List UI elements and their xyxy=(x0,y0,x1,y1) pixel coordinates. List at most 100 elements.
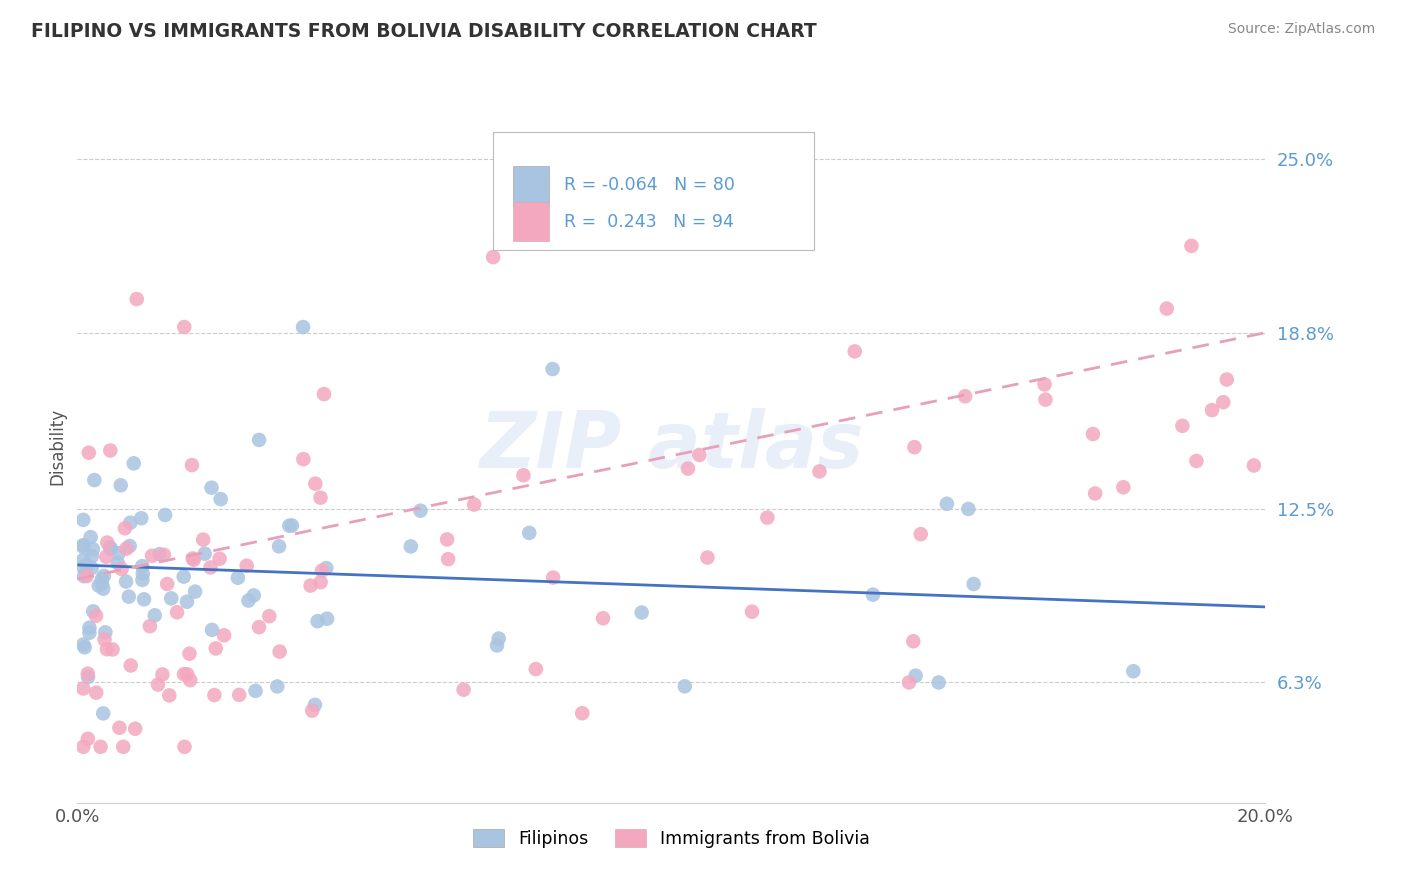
Point xyxy=(131,559,153,574)
Point xyxy=(208,551,231,566)
Point xyxy=(91,582,114,596)
Point xyxy=(592,611,614,625)
Point xyxy=(107,556,129,570)
Point xyxy=(84,686,107,700)
Point xyxy=(77,446,100,460)
Point xyxy=(1084,486,1107,500)
Point xyxy=(315,561,337,575)
Point xyxy=(957,502,980,516)
Point xyxy=(72,638,94,652)
Point xyxy=(1033,377,1056,392)
Point xyxy=(247,433,270,447)
Point xyxy=(228,688,250,702)
Point xyxy=(453,682,475,697)
Point xyxy=(235,558,257,573)
Point xyxy=(204,641,226,656)
Point xyxy=(309,491,332,505)
Point xyxy=(73,640,96,655)
Point xyxy=(156,577,179,591)
Point xyxy=(148,547,170,561)
Point xyxy=(676,461,699,475)
Point xyxy=(72,538,94,552)
Point xyxy=(72,739,94,754)
Legend: Filipinos, Immigrants from Bolivia: Filipinos, Immigrants from Bolivia xyxy=(467,822,876,855)
Point xyxy=(756,510,779,524)
Point xyxy=(953,389,976,403)
Point xyxy=(299,578,322,592)
Point xyxy=(696,550,718,565)
Text: FILIPINO VS IMMIGRANTS FROM BOLIVIA DISABILITY CORRELATION CHART: FILIPINO VS IMMIGRANTS FROM BOLIVIA DISA… xyxy=(31,22,817,41)
Point xyxy=(292,452,315,467)
Point xyxy=(139,619,162,633)
Point xyxy=(84,608,107,623)
Point xyxy=(120,516,142,530)
Point xyxy=(312,387,335,401)
Point xyxy=(200,481,222,495)
Point xyxy=(72,553,94,567)
Point xyxy=(143,608,166,623)
Point xyxy=(107,546,129,560)
Point xyxy=(173,569,195,583)
Point xyxy=(399,540,422,554)
Point xyxy=(571,706,593,721)
Point xyxy=(82,542,104,557)
Point xyxy=(83,473,105,487)
Point xyxy=(181,458,204,472)
Point xyxy=(1156,301,1178,316)
Point xyxy=(1185,454,1208,468)
Point xyxy=(962,577,984,591)
Point xyxy=(72,681,94,696)
FancyBboxPatch shape xyxy=(494,132,814,250)
Point xyxy=(183,552,205,566)
Point xyxy=(245,684,267,698)
Bar xyxy=(513,166,548,205)
Point xyxy=(316,612,339,626)
Point xyxy=(98,443,121,458)
Point xyxy=(118,539,141,553)
Point xyxy=(238,593,260,607)
Point xyxy=(910,527,932,541)
Point xyxy=(166,605,188,619)
Point xyxy=(488,632,510,646)
Point xyxy=(307,614,329,628)
Point xyxy=(114,521,136,535)
Point xyxy=(115,574,138,589)
Point xyxy=(463,498,485,512)
Point xyxy=(96,642,118,657)
Point xyxy=(259,609,281,624)
Point xyxy=(98,541,121,555)
Point xyxy=(141,549,163,563)
Point xyxy=(153,508,176,522)
Point xyxy=(76,569,98,583)
Point xyxy=(524,662,547,676)
Text: ZIP atlas: ZIP atlas xyxy=(479,408,863,484)
Point xyxy=(76,666,98,681)
Point xyxy=(304,698,326,712)
Point xyxy=(173,667,195,681)
Point xyxy=(181,551,204,566)
Point xyxy=(77,670,100,684)
Point xyxy=(1216,372,1239,386)
Point xyxy=(247,620,270,634)
Point xyxy=(157,689,180,703)
Point xyxy=(226,571,249,585)
Point xyxy=(292,320,315,334)
Point xyxy=(482,250,505,264)
Point xyxy=(1201,403,1223,417)
Point xyxy=(278,518,301,533)
Point xyxy=(212,628,235,642)
Point xyxy=(904,668,927,682)
Point xyxy=(80,549,103,564)
Point xyxy=(79,625,101,640)
Point xyxy=(131,573,153,587)
Point xyxy=(82,604,104,618)
Point xyxy=(120,658,142,673)
Point xyxy=(1180,239,1202,253)
Bar xyxy=(513,202,548,242)
Point xyxy=(110,562,132,576)
Point xyxy=(87,579,110,593)
Point xyxy=(512,468,534,483)
Point xyxy=(96,549,118,564)
Point xyxy=(193,533,215,547)
Point xyxy=(844,344,866,359)
